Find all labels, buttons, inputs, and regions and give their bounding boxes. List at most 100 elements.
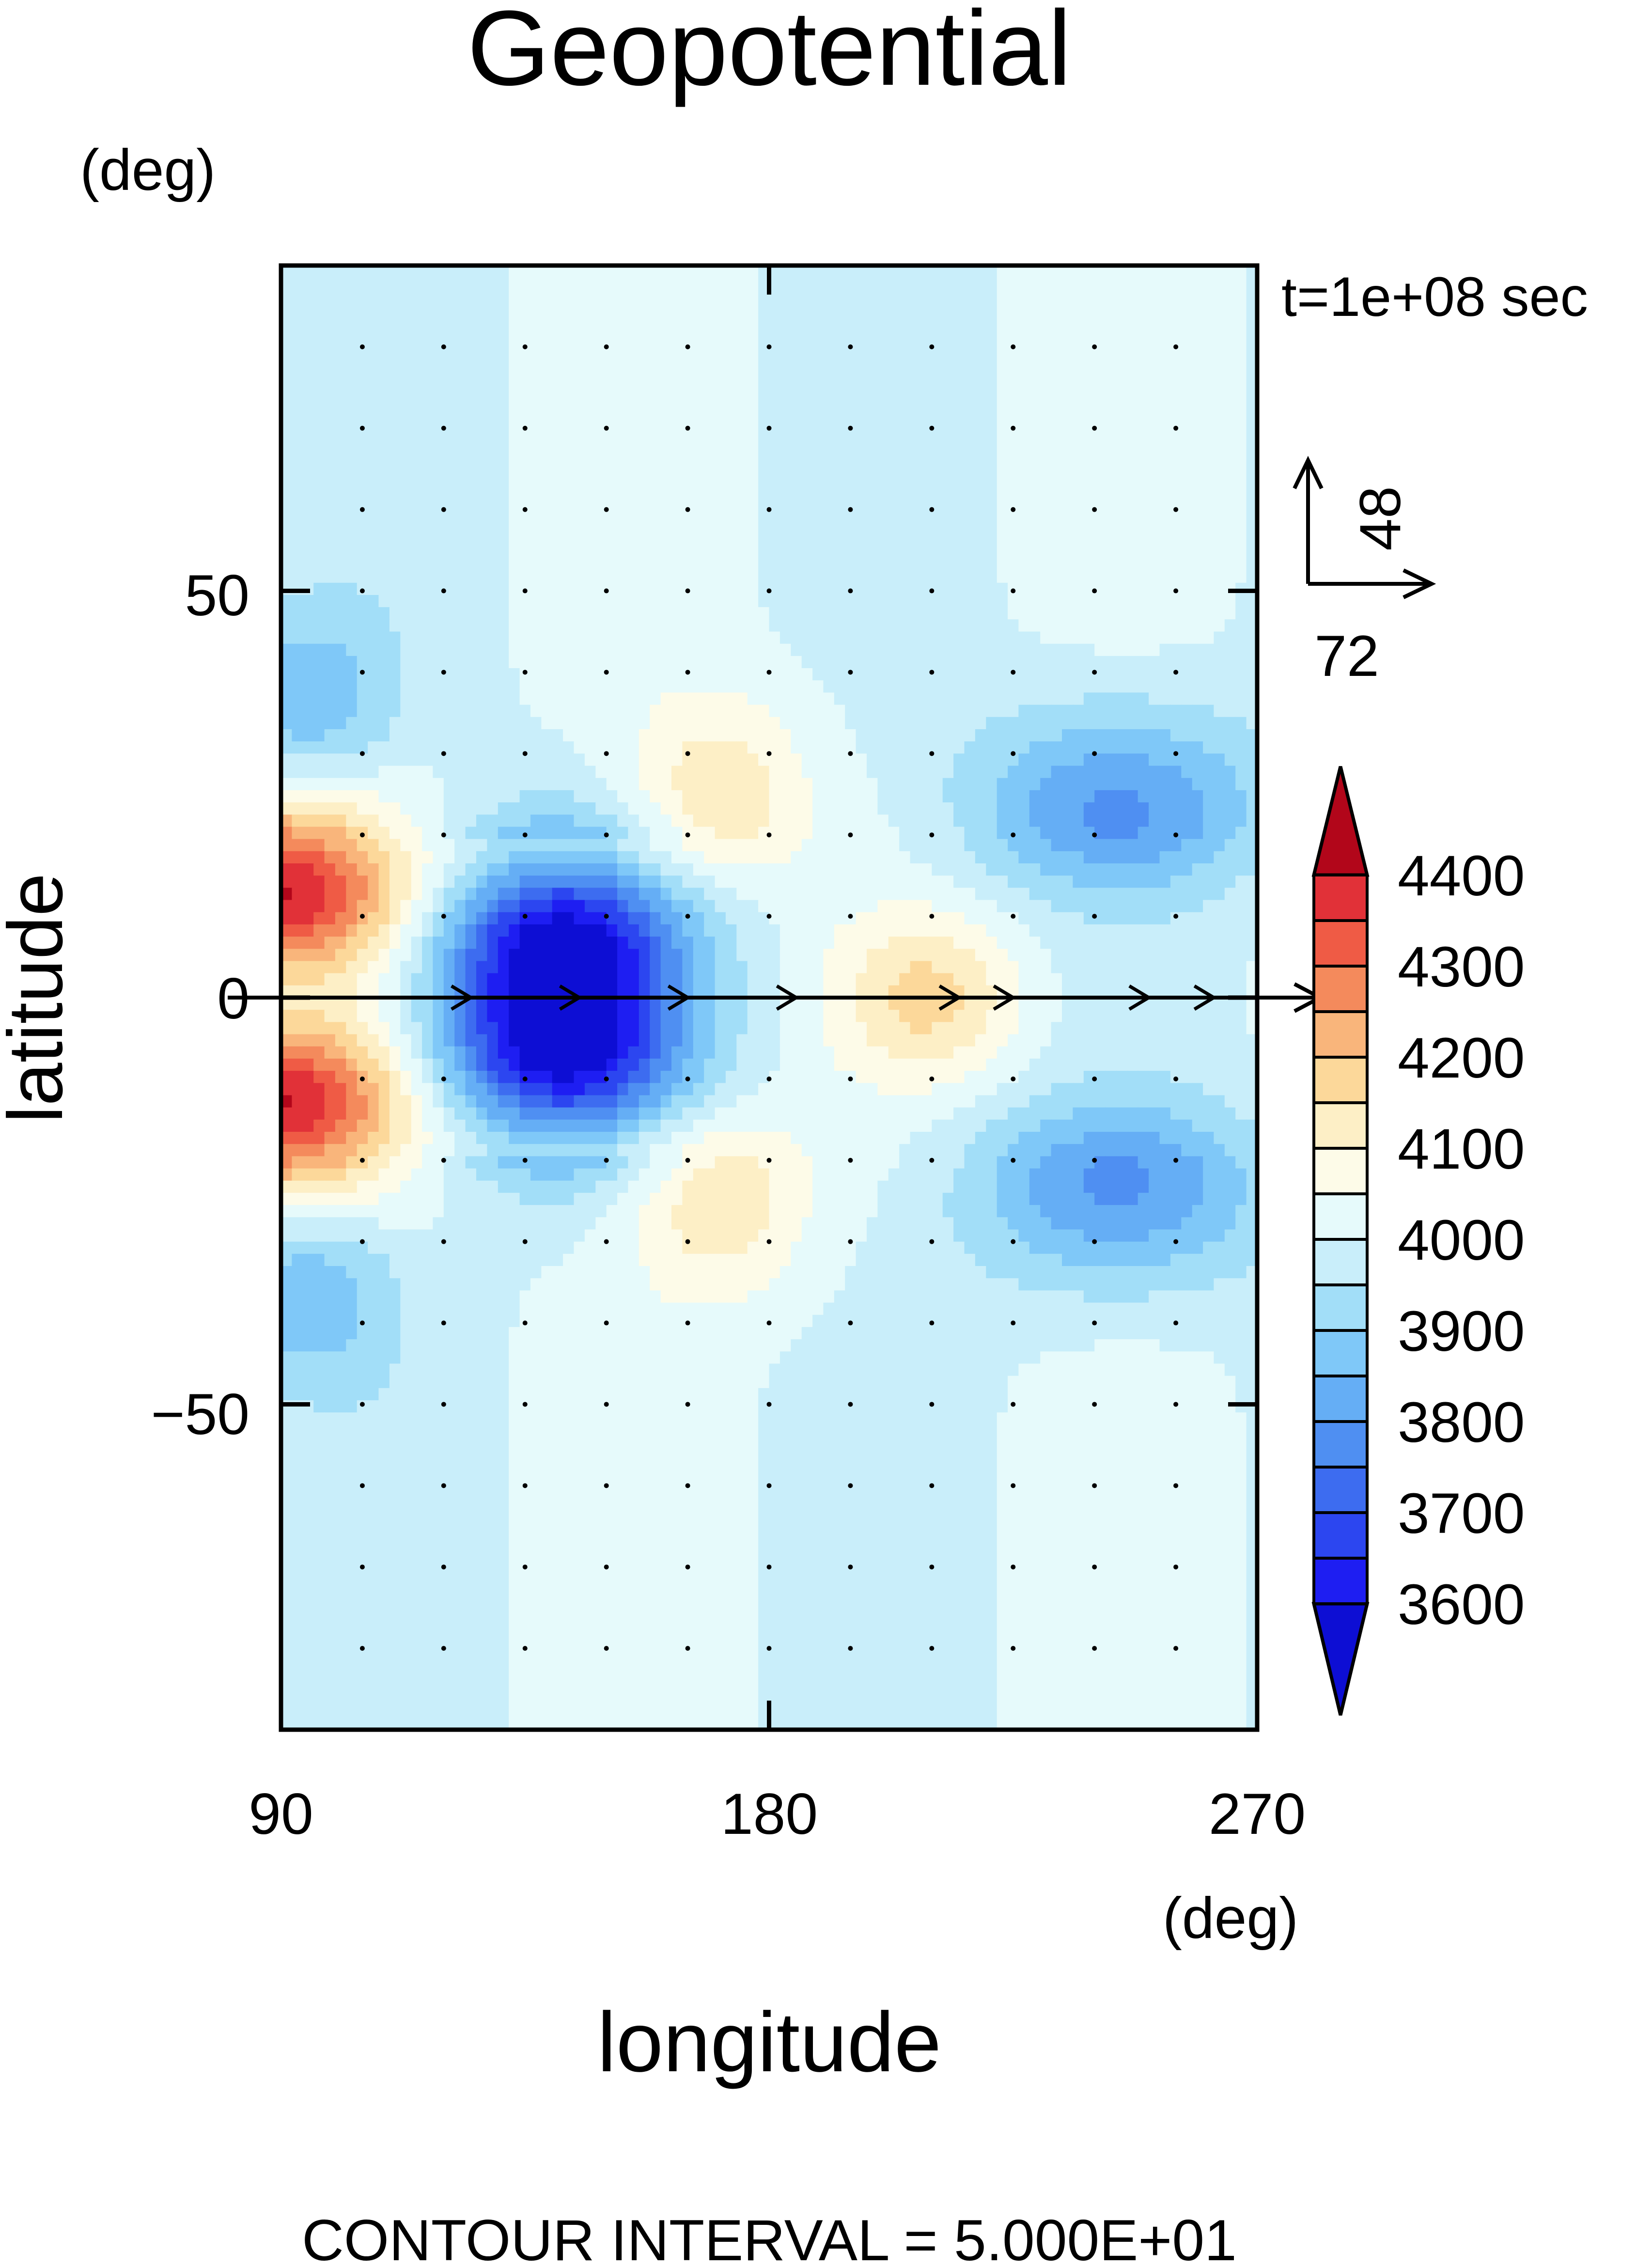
field-cell bbox=[779, 680, 792, 693]
field-cell bbox=[1246, 912, 1257, 925]
field-cell bbox=[650, 521, 661, 534]
field-cell bbox=[736, 607, 748, 620]
field-cell bbox=[563, 888, 575, 901]
field-cell bbox=[769, 924, 780, 937]
field-cell bbox=[335, 595, 347, 608]
field-cell bbox=[845, 278, 857, 291]
field-cell bbox=[530, 814, 542, 828]
field-cell bbox=[443, 595, 455, 608]
field-cell bbox=[704, 448, 716, 461]
field-cell bbox=[1159, 643, 1171, 657]
field-cell bbox=[1018, 729, 1030, 742]
field-cell bbox=[823, 643, 835, 657]
field-cell bbox=[1246, 278, 1257, 291]
field-cell bbox=[498, 400, 509, 412]
field-cell bbox=[1029, 387, 1041, 400]
field-cell bbox=[292, 876, 303, 889]
field-cell bbox=[530, 412, 542, 425]
field-cell bbox=[845, 607, 857, 620]
field-cell bbox=[693, 766, 704, 779]
field-cell bbox=[660, 937, 672, 950]
field-cell bbox=[704, 912, 716, 925]
field-cell bbox=[650, 656, 661, 669]
field-cell bbox=[313, 924, 325, 937]
field-cell bbox=[856, 570, 867, 583]
field-cell bbox=[693, 375, 704, 388]
field-cell bbox=[335, 363, 347, 376]
field-cell bbox=[454, 643, 466, 657]
field-cell bbox=[791, 387, 802, 400]
field-cell bbox=[335, 424, 347, 437]
field-cell bbox=[953, 704, 965, 718]
field-cell bbox=[454, 937, 466, 950]
field-cell bbox=[324, 912, 336, 925]
field-cell bbox=[986, 790, 997, 803]
field-cell bbox=[1181, 912, 1193, 925]
field-cell bbox=[1105, 363, 1117, 376]
field-cell bbox=[1051, 741, 1062, 754]
field-cell bbox=[1018, 290, 1030, 303]
field-cell bbox=[693, 473, 704, 486]
field-cell bbox=[530, 607, 542, 620]
field-cell bbox=[834, 704, 845, 718]
field-cell bbox=[791, 339, 802, 352]
field-cell bbox=[791, 790, 802, 803]
field-cell bbox=[509, 607, 520, 620]
field-cell bbox=[519, 436, 531, 449]
field-cell bbox=[1040, 668, 1052, 681]
field-cell bbox=[834, 668, 845, 681]
field-cell bbox=[357, 485, 368, 498]
field-cell bbox=[378, 424, 390, 437]
field-cell bbox=[975, 888, 987, 901]
field-cell bbox=[1214, 278, 1225, 291]
field-cell bbox=[715, 704, 726, 718]
field-cell bbox=[1214, 814, 1225, 828]
field-cell bbox=[910, 473, 921, 486]
field-cell bbox=[509, 717, 520, 730]
field-cell bbox=[1170, 766, 1182, 779]
field-cell bbox=[1203, 692, 1215, 705]
field-cell bbox=[584, 729, 596, 742]
field-cell bbox=[487, 497, 499, 510]
field-cell bbox=[845, 534, 857, 547]
field-cell bbox=[801, 534, 813, 547]
field-cell bbox=[975, 912, 987, 925]
field-cell bbox=[1040, 351, 1052, 364]
field-cell bbox=[1159, 558, 1171, 571]
field-cell bbox=[953, 607, 965, 620]
field-cell bbox=[1224, 827, 1236, 840]
field-cell bbox=[953, 546, 965, 559]
field-cell bbox=[877, 876, 889, 889]
field-cell bbox=[368, 485, 379, 498]
field-cell bbox=[1181, 290, 1193, 303]
field-cell bbox=[584, 619, 596, 632]
field-cell bbox=[997, 473, 1008, 486]
field-cell bbox=[834, 753, 845, 766]
field-cell bbox=[736, 753, 748, 766]
field-cell bbox=[725, 827, 737, 840]
field-cell bbox=[1116, 570, 1128, 583]
field-cell bbox=[1149, 424, 1160, 437]
field-cell bbox=[378, 692, 390, 705]
field-cell bbox=[953, 339, 965, 352]
field-cell bbox=[942, 375, 954, 388]
field-cell bbox=[997, 521, 1008, 534]
field-cell bbox=[704, 326, 716, 339]
field-cell bbox=[443, 863, 455, 876]
field-cell bbox=[920, 851, 933, 864]
field-cell bbox=[758, 400, 770, 412]
field-cell bbox=[920, 729, 933, 742]
field-cell bbox=[368, 448, 379, 461]
field-cell bbox=[368, 802, 379, 815]
field-cell bbox=[650, 863, 661, 876]
field-cell bbox=[1181, 424, 1193, 437]
field-cell bbox=[964, 863, 976, 876]
field-cell bbox=[302, 302, 314, 315]
field-cell bbox=[725, 424, 737, 437]
field-cell bbox=[1170, 363, 1182, 376]
field-cell bbox=[595, 631, 607, 644]
field-cell bbox=[867, 668, 878, 681]
field-cell bbox=[899, 314, 911, 327]
field-cell bbox=[801, 412, 813, 425]
field-cell bbox=[1062, 339, 1074, 352]
